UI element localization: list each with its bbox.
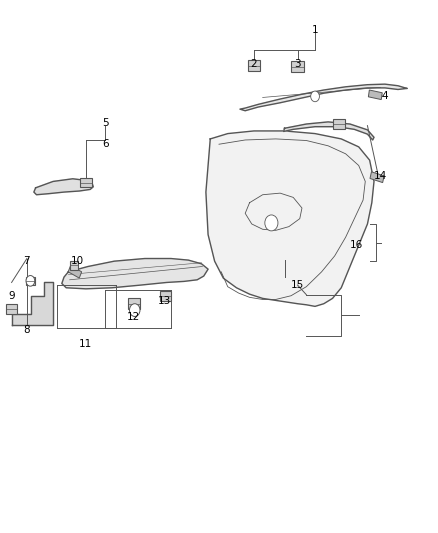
Circle shape	[265, 215, 278, 231]
Text: 12: 12	[127, 312, 141, 322]
Bar	[291, 61, 304, 72]
Text: 14: 14	[374, 171, 387, 181]
Text: 13: 13	[158, 296, 171, 306]
Text: 2: 2	[251, 60, 257, 69]
Polygon shape	[284, 122, 374, 140]
Bar	[370, 172, 384, 183]
Text: 8: 8	[24, 325, 30, 335]
Bar	[25, 277, 35, 285]
Bar	[70, 261, 78, 270]
Text: 11: 11	[79, 338, 92, 349]
Bar	[68, 265, 81, 278]
Text: 9: 9	[8, 290, 15, 301]
Circle shape	[130, 304, 140, 317]
Bar	[7, 304, 17, 314]
Circle shape	[26, 276, 35, 286]
Text: 5: 5	[102, 118, 109, 128]
Text: 7: 7	[24, 256, 30, 266]
Text: 3: 3	[294, 60, 301, 69]
Bar	[160, 291, 171, 301]
Text: 10: 10	[71, 256, 84, 266]
Bar	[248, 60, 260, 71]
Polygon shape	[12, 282, 53, 325]
Bar	[333, 119, 345, 130]
Polygon shape	[34, 179, 93, 195]
Polygon shape	[206, 131, 374, 306]
Text: 6: 6	[102, 139, 109, 149]
Circle shape	[311, 91, 319, 102]
Polygon shape	[240, 84, 407, 111]
Polygon shape	[62, 259, 208, 289]
Bar	[368, 90, 382, 100]
Text: 1: 1	[312, 25, 318, 35]
Text: 15: 15	[291, 280, 304, 290]
Text: 4: 4	[381, 91, 388, 101]
Bar	[80, 177, 92, 187]
Text: 16: 16	[350, 240, 363, 250]
Bar	[128, 298, 140, 309]
